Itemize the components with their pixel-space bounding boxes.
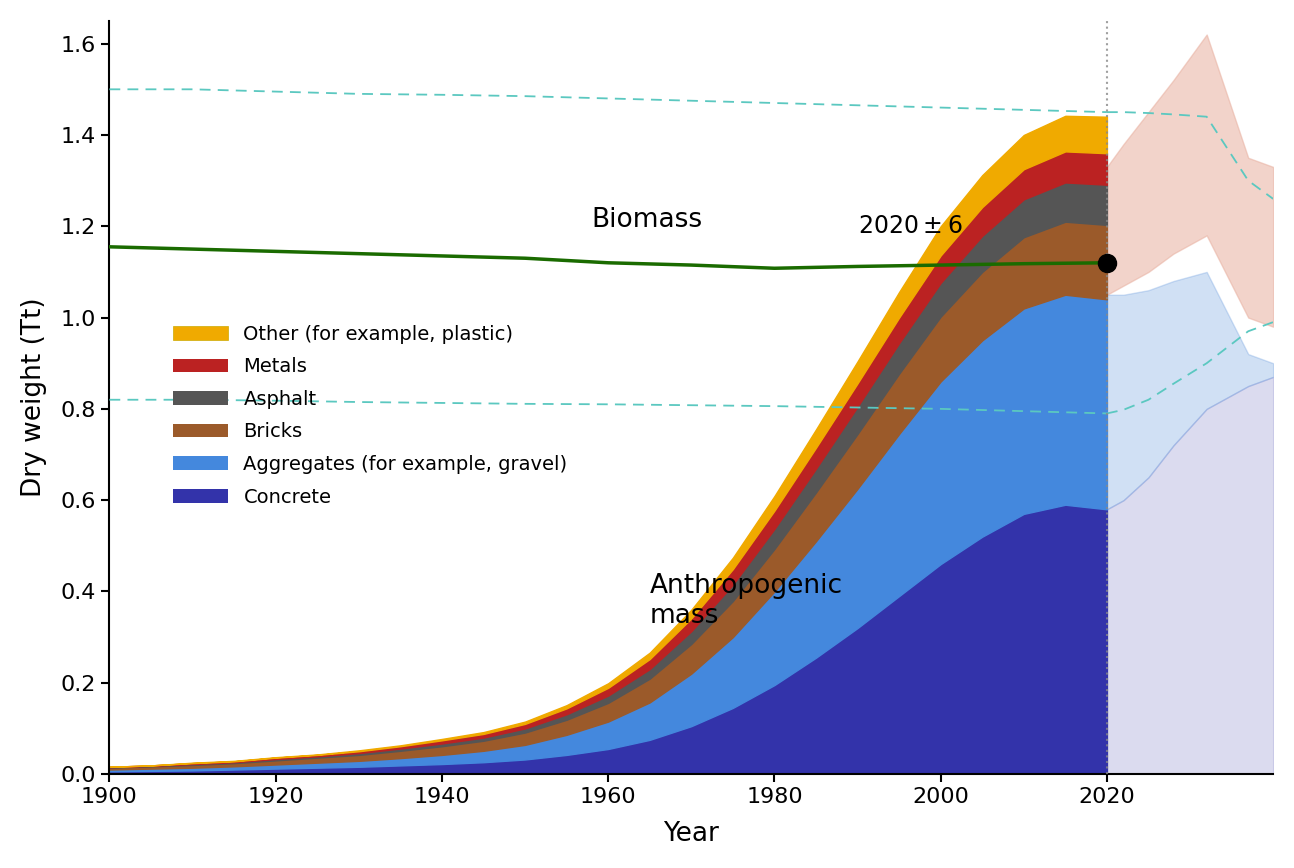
Y-axis label: Dry weight (Tt): Dry weight (Tt) xyxy=(21,298,47,497)
Text: Anthropogenic
mass: Anthropogenic mass xyxy=(650,573,842,628)
X-axis label: Year: Year xyxy=(664,821,719,847)
Text: Biomass: Biomass xyxy=(591,207,703,233)
Legend: Other (for example, plastic), Metals, Asphalt, Bricks, Aggregates (for example, : Other (for example, plastic), Metals, As… xyxy=(166,317,576,515)
Text: $2020 \pm 6$: $2020 \pm 6$ xyxy=(858,214,963,238)
